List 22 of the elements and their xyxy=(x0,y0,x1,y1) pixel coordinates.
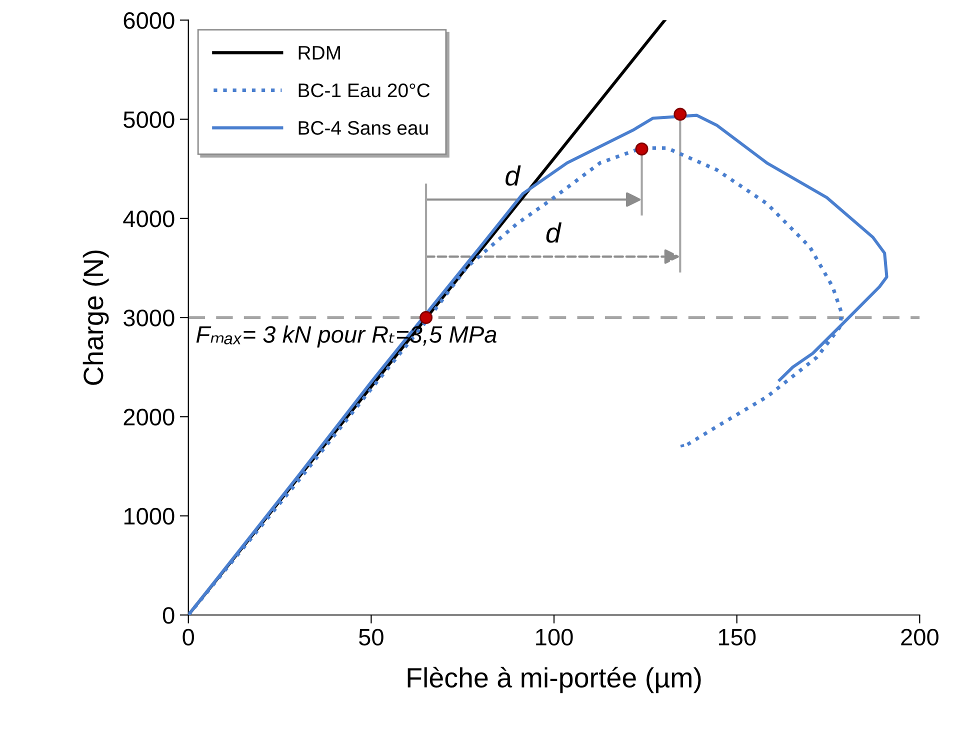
x-tick-label: 50 xyxy=(359,628,384,646)
point xyxy=(420,311,433,324)
x-tick-label: 0 xyxy=(182,628,194,646)
y-tick-label: 0 xyxy=(162,607,174,624)
y-tick-label: 5000 xyxy=(124,111,174,128)
point xyxy=(674,108,687,121)
annotation: d xyxy=(506,165,521,186)
y-tick-label: 4000 xyxy=(123,210,174,228)
legend-label: RDM xyxy=(298,46,340,60)
point xyxy=(635,142,648,156)
y-tick-label: 1000 xyxy=(124,508,174,525)
x-tick-label: 200 xyxy=(901,628,938,646)
legend-label: BC-1 Eau 20°C xyxy=(298,83,430,98)
x-axis-title: Flèche à mi-portée (µm) xyxy=(408,666,701,694)
legend-label: BC-4 Sans eau xyxy=(298,121,428,135)
y-axis-title: Charge (N) xyxy=(82,250,109,385)
x-tick-label: 150 xyxy=(718,628,756,646)
y-tick-label: 2000 xyxy=(124,408,174,426)
x-tick-label: 100 xyxy=(536,628,573,646)
y-tick-label: 3000 xyxy=(124,310,174,326)
y-tick-label: 6000 xyxy=(124,12,174,29)
annotation: d xyxy=(546,222,562,243)
